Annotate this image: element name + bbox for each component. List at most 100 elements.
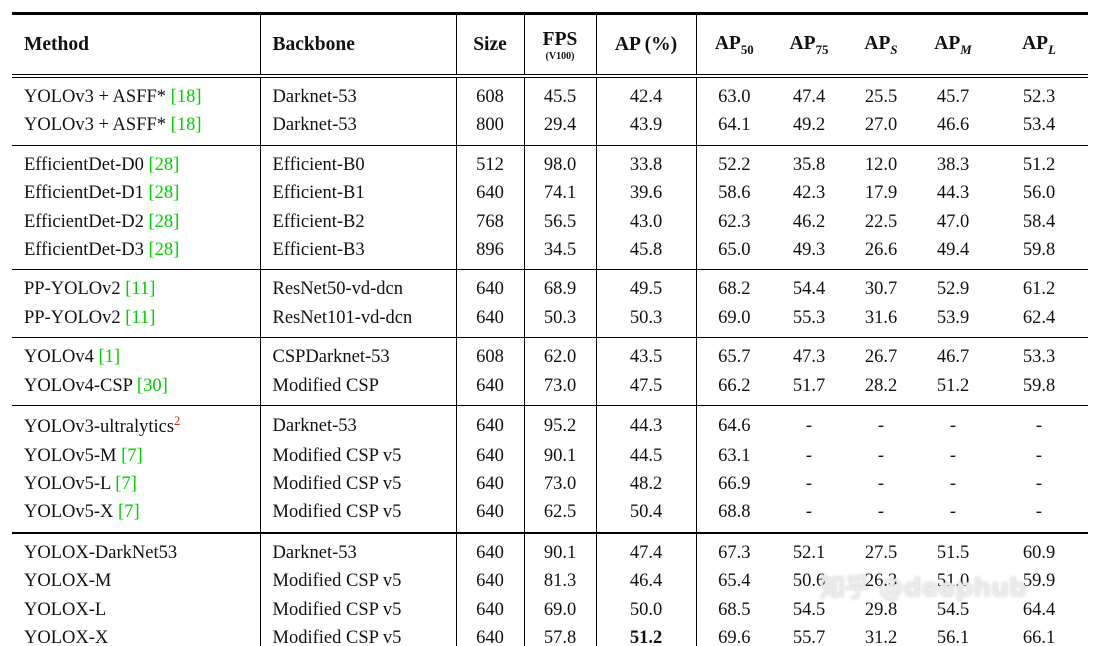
column-subscript: 50 bbox=[740, 42, 754, 57]
table-group-5: YOLOv3-ultralytics2 Darknet-53 640 95.2 44.3… bbox=[12, 405, 1088, 533]
citation-link: [28] bbox=[143, 211, 180, 232]
method-name: YOLOv5-M bbox=[24, 445, 117, 466]
cell-backbone: Darknet-53 bbox=[260, 532, 457, 568]
cell-apm: 49.4 bbox=[936, 240, 970, 261]
cell-method: YOLOX-X bbox=[12, 624, 261, 646]
cell-apm: 52.9 bbox=[936, 279, 970, 300]
cell-aps: 26.6 bbox=[864, 240, 898, 261]
cell-backbone: Efficient-B0 bbox=[260, 145, 457, 180]
cell-backbone: Darknet-53 bbox=[260, 76, 457, 112]
cell-apm: 51.2 bbox=[936, 375, 970, 396]
column-header-backbone: Backbone bbox=[260, 13, 457, 76]
cell-apl: 64.4 bbox=[1022, 599, 1056, 620]
column-label: FPS bbox=[542, 29, 578, 50]
cell-fps: 56.5 bbox=[524, 207, 597, 237]
table-row: YOLOX-DarkNet53 Darknet-53 640 90.1 47.4 67.3… bbox=[12, 532, 1088, 568]
citation-link: [28] bbox=[143, 154, 180, 175]
cell-method: YOLOv3-ultralytics2 bbox=[12, 405, 261, 442]
table-row: YOLOX-M Modified CSP v5 640 81.3 46.4 65.4 50.… bbox=[12, 567, 1088, 596]
column-header-ap75: AP75 bbox=[772, 14, 846, 77]
cell-ap: 43.0 bbox=[596, 207, 697, 237]
cell-method: EfficientDet-D0 [28] bbox=[12, 145, 261, 180]
cell-ap75: 49.2 bbox=[792, 115, 826, 136]
column-header-size: Size bbox=[456, 13, 525, 76]
cell-method: YOLOv3 + ASFF* [18] bbox=[12, 76, 261, 112]
cell-ap50: 63.1 bbox=[718, 445, 751, 466]
cell-size: 640 bbox=[456, 532, 525, 568]
table-row: EfficientDet-D3 [28] Efficient-B3 896 34.5 4… bbox=[12, 236, 1088, 270]
cell-fps: 90.1 bbox=[524, 441, 597, 471]
header-row: Method Backbone Size FPS (V100) AP (%) AP50 AP7… bbox=[12, 13, 1088, 77]
cell-aps: - bbox=[877, 502, 885, 523]
cell-ap50: 66.9 bbox=[718, 474, 751, 495]
method-name: PP-YOLOv2 bbox=[24, 279, 121, 300]
cell-size: 608 bbox=[456, 76, 525, 112]
cell-fps: 95.2 bbox=[524, 405, 597, 442]
cell-backbone: Modified CSP v5 bbox=[260, 498, 457, 533]
cell-ap: 45.8 bbox=[596, 236, 697, 270]
column-header-aps: APS bbox=[846, 14, 916, 77]
cell-ap75: 50.6 bbox=[792, 571, 826, 592]
cell-method: YOLOX-M bbox=[12, 567, 261, 596]
cell-aps: 12.0 bbox=[864, 154, 898, 175]
cell-apl: 52.3 bbox=[1022, 87, 1056, 107]
method-name: YOLOv5-X bbox=[24, 502, 114, 523]
method-name: YOLOX-M bbox=[24, 571, 112, 592]
cell-ap75: 55.3 bbox=[792, 307, 826, 328]
cell-aps: 22.5 bbox=[864, 211, 898, 232]
cell-fps: 62.5 bbox=[524, 498, 597, 533]
cell-fps: 74.1 bbox=[524, 179, 597, 208]
column-header-fps: FPS (V100) bbox=[524, 13, 597, 76]
cell-fps: 34.5 bbox=[524, 236, 597, 270]
cell-method: YOLOv4 [1] bbox=[12, 337, 261, 372]
cell-method: EfficientDet-D2 [28] bbox=[12, 207, 261, 237]
cell-size: 640 bbox=[456, 567, 525, 596]
cell-fps: 50.3 bbox=[524, 303, 597, 338]
cell-fps: 81.3 bbox=[524, 567, 597, 596]
cell-backbone: Darknet-53 bbox=[260, 111, 457, 146]
cell-ap: 44.5 bbox=[596, 441, 697, 471]
column-header-ap: AP (%) bbox=[596, 13, 697, 76]
cell-fps: 69.0 bbox=[524, 595, 597, 625]
cell-apl: 53.4 bbox=[1022, 115, 1056, 136]
cell-ap50: 68.8 bbox=[718, 502, 751, 523]
cell-size: 768 bbox=[456, 207, 525, 237]
cell-apl: 53.3 bbox=[1022, 347, 1056, 368]
cell-aps: 27.0 bbox=[864, 115, 898, 136]
cell-ap: 43.5 bbox=[596, 337, 697, 372]
cell-ap75: 51.7 bbox=[792, 375, 826, 396]
column-header-ap50: AP50 bbox=[696, 14, 772, 77]
method-name: EfficientDet-D3 bbox=[24, 240, 144, 261]
cell-apl: 61.2 bbox=[1022, 279, 1056, 300]
cell-backbone: Efficient-B2 bbox=[260, 207, 457, 237]
cell-apm: 47.0 bbox=[936, 211, 970, 232]
cell-aps: 30.7 bbox=[864, 279, 898, 300]
cell-ap50: 69.6 bbox=[718, 628, 751, 646]
cell-ap50: 65.4 bbox=[718, 571, 751, 592]
cell-ap75: 54.4 bbox=[792, 279, 826, 300]
cell-apm: 51.5 bbox=[936, 542, 970, 563]
cell-size: 800 bbox=[456, 111, 525, 146]
cell-size: 896 bbox=[456, 236, 525, 270]
method-name: YOLOv3 + ASFF* bbox=[24, 87, 167, 107]
cell-apm: - bbox=[949, 445, 957, 466]
cell-apm: 51.0 bbox=[936, 571, 970, 592]
table-row: PP-YOLOv2 [11] ResNet101-vd-dcn 640 50.3 50.… bbox=[12, 303, 1088, 338]
table-group-2: EfficientDet-D0 [28] Efficient-B0 512 98.0 3… bbox=[12, 145, 1088, 270]
table-group-1: YOLOv3 + ASFF* [18] Darknet-53 608 45.5 42.4… bbox=[12, 76, 1088, 146]
cell-ap75: - bbox=[805, 502, 813, 523]
cell-ap: 49.5 bbox=[596, 269, 697, 304]
table-row: YOLOX-X Modified CSP v5 640 57.8 51.2 69.6 55.… bbox=[12, 624, 1088, 646]
cell-fps: 90.1 bbox=[524, 532, 597, 568]
cell-ap75: - bbox=[805, 474, 813, 495]
cell-ap50: 68.5 bbox=[718, 599, 751, 620]
table-group-3: PP-YOLOv2 [11] ResNet50-vd-dcn 640 68.9 49.5… bbox=[12, 269, 1088, 338]
cell-ap75: 47.3 bbox=[792, 347, 826, 368]
cell-apl: 59.9 bbox=[1022, 571, 1056, 592]
cell-ap50: 52.2 bbox=[718, 154, 751, 175]
cell-ap50: 65.0 bbox=[718, 240, 751, 261]
cell-aps: 31.6 bbox=[864, 307, 898, 328]
cell-size: 640 bbox=[456, 405, 525, 442]
citation-link: [7] bbox=[113, 502, 140, 523]
cell-size: 640 bbox=[456, 269, 525, 304]
